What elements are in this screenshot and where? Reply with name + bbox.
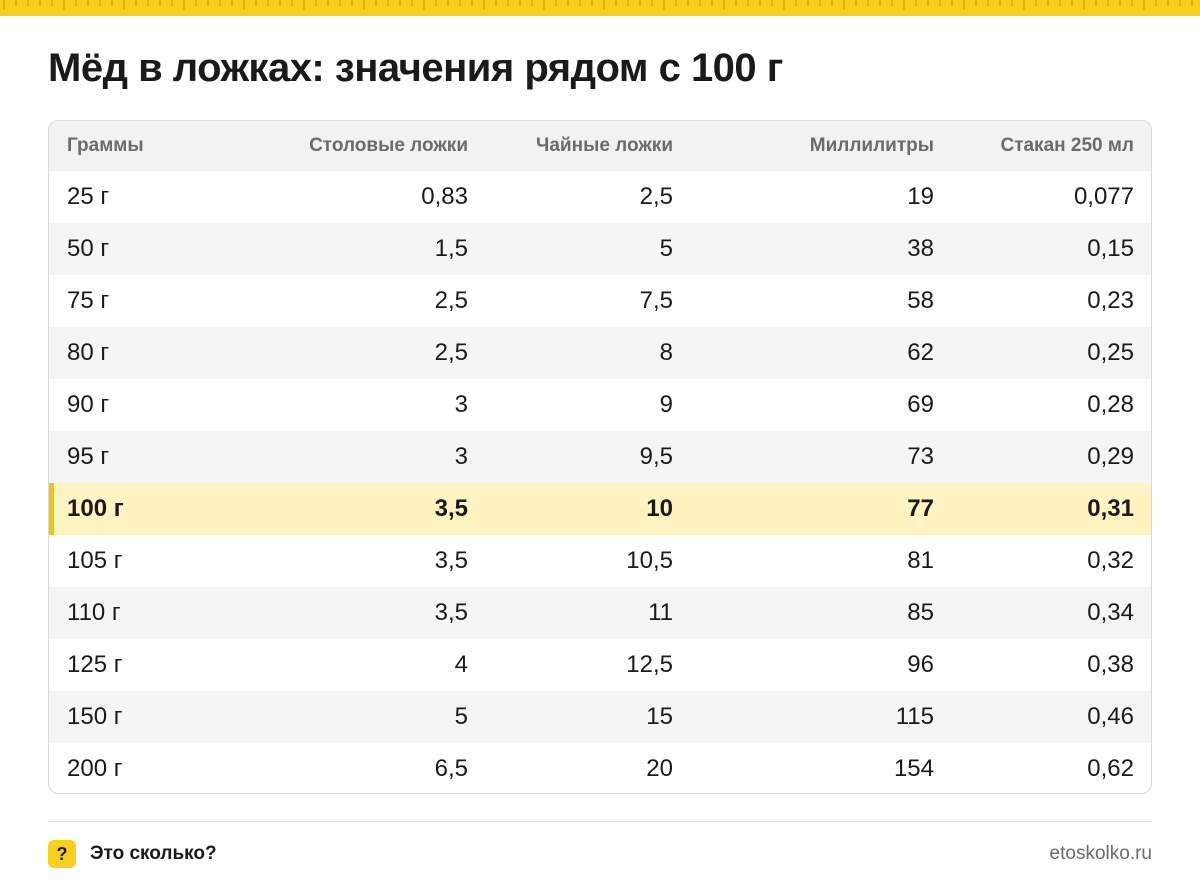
- cell-grams: 125 г: [67, 651, 123, 678]
- table-row: 105 г 3,5 10,5 81 0,32: [49, 535, 1151, 587]
- cell-milliliters: 115: [895, 703, 934, 730]
- cell-milliliters: 85: [907, 599, 934, 626]
- cell-tablespoons: 3: [454, 391, 468, 418]
- cell-teaspoons: 10: [646, 495, 673, 522]
- cell-teaspoons: 9: [659, 391, 673, 418]
- cell-teaspoons: 8: [659, 339, 673, 366]
- cell-glass: 0,077: [1073, 183, 1134, 210]
- cell-grams: 110 г: [67, 599, 121, 626]
- table-row: 80 г 2,5 8 62 0,25: [49, 327, 1151, 379]
- table-row: 125 г 4 12,5 96 0,38: [49, 639, 1151, 691]
- cell-milliliters: 81: [907, 547, 934, 574]
- brand-logo: ? Это сколько?: [48, 840, 217, 868]
- ruler-ticks: [3, 0, 1193, 10]
- cell-milliliters: 154: [893, 755, 934, 782]
- cell-grams: 105 г: [67, 547, 123, 574]
- cell-teaspoons: 10,5: [626, 547, 673, 574]
- cell-glass: 0,28: [1087, 391, 1134, 418]
- cell-grams: 75 г: [67, 287, 110, 314]
- site-url: etoskolko.ru: [1049, 843, 1152, 864]
- conversion-table: Граммы Столовые ложки Чайные ложки Милли…: [48, 120, 1152, 794]
- footer-divider: [48, 821, 1152, 822]
- cell-teaspoons: 2,5: [639, 183, 673, 210]
- table-row: 90 г 3 9 69 0,28: [49, 379, 1151, 431]
- table-row: 200 г 6,5 20 154 0,62: [49, 743, 1151, 793]
- cell-milliliters: 19: [907, 183, 934, 210]
- cell-teaspoons: 5: [659, 235, 673, 262]
- cell-grams: 150 г: [67, 703, 123, 730]
- cell-grams: 25 г: [67, 183, 110, 210]
- table-row: 95 г 3 9,5 73 0,29: [49, 431, 1151, 483]
- cell-milliliters: 58: [907, 287, 934, 314]
- cell-teaspoons: 20: [646, 755, 673, 782]
- header-milliliters: Миллилитры: [809, 135, 934, 156]
- cell-glass: 0,25: [1087, 339, 1134, 366]
- header-grams: Граммы: [67, 135, 144, 156]
- cell-tablespoons: 3,5: [434, 599, 468, 626]
- cell-glass: 0,46: [1087, 703, 1134, 730]
- cell-teaspoons: 7,5: [639, 287, 673, 314]
- cell-tablespoons: 0,83: [421, 183, 468, 210]
- cell-milliliters: 73: [907, 443, 934, 470]
- cell-grams: 100 г: [67, 495, 124, 522]
- header-tablespoons: Столовые ложки: [309, 135, 468, 156]
- table-row: 50 г 1,5 5 38 0,15: [49, 223, 1151, 275]
- table-row: 75 г 2,5 7,5 58 0,23: [49, 275, 1151, 327]
- cell-tablespoons: 3,5: [434, 495, 468, 522]
- table-header-row: Граммы Столовые ложки Чайные ложки Милли…: [49, 121, 1151, 171]
- table-row: 150 г 5 15 115 0,46: [49, 691, 1151, 743]
- cell-grams: 80 г: [67, 339, 110, 366]
- cell-tablespoons: 6,5: [434, 755, 468, 782]
- cell-glass: 0,32: [1087, 547, 1134, 574]
- cell-milliliters: 69: [907, 391, 934, 418]
- cell-teaspoons: 12,5: [626, 651, 673, 678]
- cell-glass: 0,31: [1087, 495, 1134, 522]
- cell-tablespoons: 2,5: [434, 339, 468, 366]
- cell-teaspoons: 9,5: [639, 443, 673, 470]
- cell-tablespoons: 3,5: [434, 547, 468, 574]
- table-row-highlighted: 100 г 3,5 10 77 0,31: [49, 483, 1151, 535]
- cell-milliliters: 38: [907, 235, 934, 262]
- header-teaspoons: Чайные ложки: [536, 135, 673, 156]
- cell-glass: 0,62: [1087, 755, 1134, 782]
- cell-grams: 95 г: [67, 443, 110, 470]
- cell-grams: 90 г: [67, 391, 110, 418]
- table-row: 25 г 0,83 2,5 19 0,077: [49, 171, 1151, 223]
- page-title: Мёд в ложках: значения рядом с 100 г: [48, 46, 783, 90]
- brand-name: Это сколько?: [90, 843, 217, 864]
- cell-glass: 0,29: [1087, 443, 1134, 470]
- cell-tablespoons: 5: [454, 703, 468, 730]
- cell-milliliters: 62: [907, 339, 934, 366]
- question-mark-icon: ?: [48, 840, 76, 868]
- header-glass-250ml: Стакан 250 мл: [1000, 135, 1134, 156]
- cell-tablespoons: 1,5: [434, 235, 468, 262]
- cell-tablespoons: 3: [454, 443, 468, 470]
- cell-glass: 0,38: [1087, 651, 1134, 678]
- ruler-strip: [0, 0, 1200, 16]
- cell-grams: 200 г: [67, 755, 123, 782]
- table-row: 110 г 3,5 11 85 0,34: [49, 587, 1151, 639]
- cell-glass: 0,15: [1087, 235, 1134, 262]
- cell-milliliters: 96: [907, 651, 934, 678]
- cell-milliliters: 77: [907, 495, 934, 522]
- cell-teaspoons: 15: [646, 703, 673, 730]
- cell-teaspoons: 11: [648, 599, 673, 626]
- cell-tablespoons: 4: [454, 651, 468, 678]
- cell-tablespoons: 2,5: [434, 287, 468, 314]
- cell-glass: 0,23: [1087, 287, 1134, 314]
- cell-grams: 50 г: [67, 235, 110, 262]
- cell-glass: 0,34: [1087, 599, 1134, 626]
